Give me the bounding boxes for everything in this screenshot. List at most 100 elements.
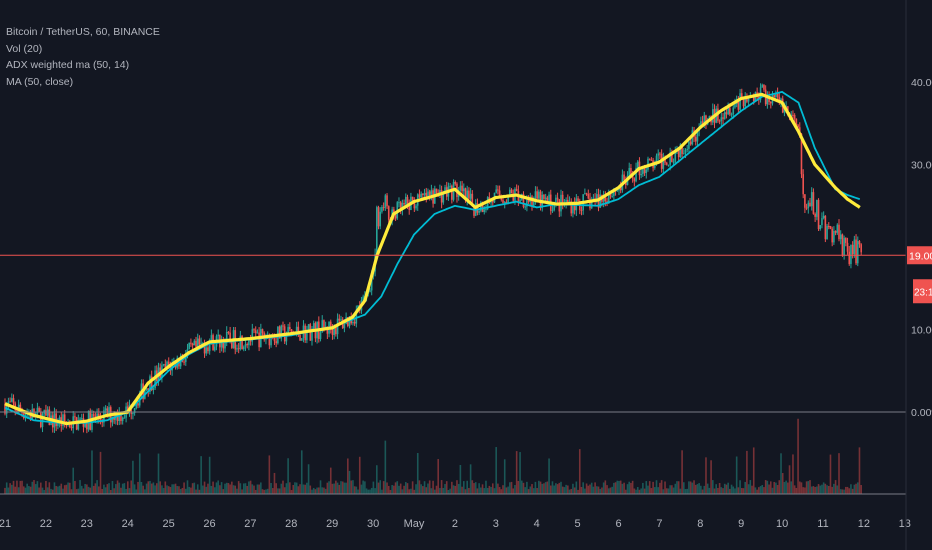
candle-body [331,329,334,335]
legend-ma[interactable]: MA (50, close) [6,75,74,88]
volume-bar [758,487,760,494]
volume-bar [732,486,735,494]
candle-body [278,326,281,339]
volume-bar [856,482,859,494]
volume-bar [50,488,52,494]
candle-body [399,202,402,210]
volume-bar [648,481,651,494]
volume-bar [776,485,779,494]
volume-bar [372,481,375,494]
candle-body [718,120,721,122]
x-tick-label: 23 [81,518,93,530]
candle-body [819,225,822,230]
candle-body [850,244,852,264]
volume-bar [480,487,482,494]
volume-bar [149,480,151,494]
candle-body [393,209,395,215]
volume-bar [551,481,554,494]
candle-body [577,198,579,202]
volume-bar [722,488,724,494]
candle-body [248,340,250,346]
y-axis[interactable]: 0.00% 10.00% 30.00% 40.00% 19.00% 23:16 [905,0,932,550]
volume-bar [169,487,172,494]
chart-legend: Bitcoin / TetherUS, 60, BINANCE Vol (20)… [6,24,160,90]
candle-body [640,174,642,176]
legend-symbol[interactable]: Bitcoin / TetherUS, 60, BINANCE [6,26,160,38]
candle-body [227,331,230,333]
volume-bar [539,481,542,494]
volume-bar [739,480,741,494]
volume-bar [389,489,392,494]
volume-bar [711,480,714,494]
x-axis[interactable]: 21 22 23 24 25 26 27 28 29 30 May 2 3 4 5 6 7 8 9 10 11 12 13 [0,493,911,530]
volume-bar [307,464,310,494]
x-tick-label: 30 [367,518,379,530]
candle-body [425,192,428,199]
volume-bar [575,481,578,494]
volume-bar [258,484,260,494]
volume-bar [422,486,424,494]
volume-bar [483,488,486,494]
candle-body [766,94,769,105]
volume-bar [647,485,649,494]
volume-bar [667,488,670,494]
volume-bar [561,486,564,494]
volume-bar [69,482,71,494]
volume-bar [761,484,764,494]
volume-bar [133,484,136,494]
candle-body [498,190,501,198]
volume-bar [210,485,213,494]
volume-bar [696,484,699,494]
volume-bar [544,482,547,494]
candle-body [188,342,190,349]
candle-body [502,199,504,203]
candle-body [619,186,622,191]
candle-body [805,207,808,209]
volume-bar [831,486,833,494]
candle-body [776,92,779,97]
candle-body [817,199,820,230]
volume-bar [553,485,555,494]
volume-bar [225,482,228,494]
candle-body [200,343,202,345]
volume-bar [688,481,690,494]
candle-body [747,97,750,102]
candle-body [213,346,216,351]
volume-bar [256,484,259,494]
volume-bar [694,484,697,494]
volume-bar [493,488,496,494]
volume-bar [531,484,533,494]
volume-bar [756,489,758,494]
volume-bar [304,484,306,494]
candle-body [534,191,537,202]
volume-bar [82,488,85,494]
volume-bar [451,481,453,494]
legend-adx[interactable]: ADX weighted ma (50, 14) [6,59,130,71]
candle-body [190,342,192,344]
volume-bar [4,487,6,494]
candle-body [427,191,429,199]
volume-bar [398,485,400,494]
volume-bar [611,486,613,494]
volume-bar [181,487,184,494]
candle-body [77,420,80,430]
candle-body [466,190,468,201]
candle-body [584,193,586,195]
volume-bar [425,487,428,494]
volume-bar [384,440,387,494]
candle-body [708,116,711,120]
volume-bar [481,484,484,494]
volume-bar [350,480,353,494]
volume-bar [123,483,126,494]
volume-bar [166,485,168,494]
volume-bar [498,487,501,494]
candle-body [162,364,165,366]
candle-body [858,241,861,245]
volume-bar [227,483,230,494]
volume-bar [178,486,180,494]
volume-bar [710,460,712,494]
volume-bar [28,486,30,494]
legend-vol[interactable]: Vol (20) [6,42,43,55]
volume-bar [631,480,634,494]
